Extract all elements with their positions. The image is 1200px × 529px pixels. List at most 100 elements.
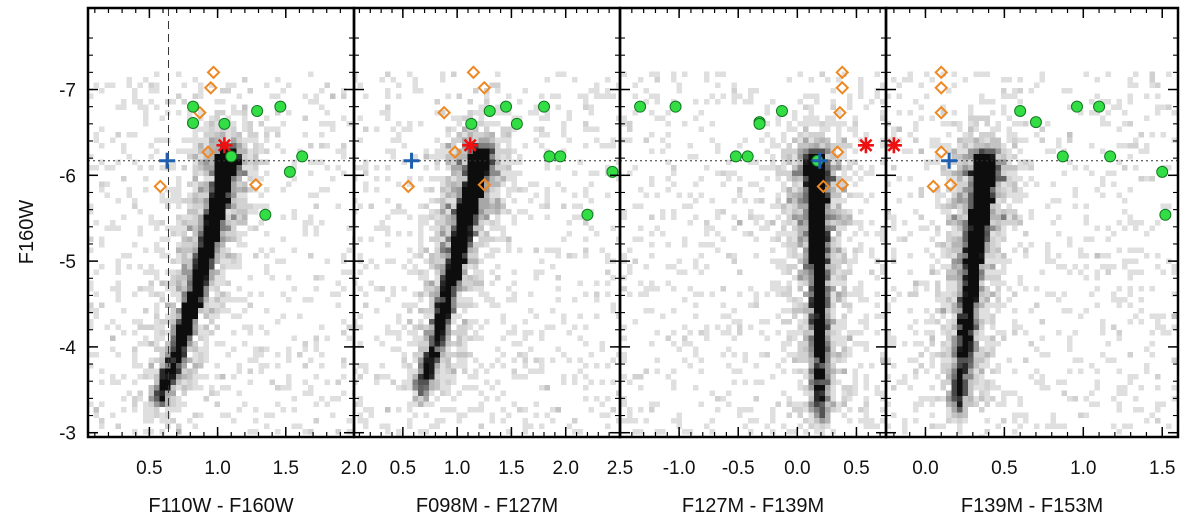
density-cell	[176, 203, 182, 209]
density-cell	[654, 357, 660, 363]
density-cell	[1078, 357, 1084, 363]
density-cell	[99, 264, 105, 270]
density-cell	[407, 302, 413, 308]
density-cell	[247, 187, 253, 193]
density-cell	[561, 132, 567, 138]
density-cell	[489, 418, 495, 424]
density-cell	[957, 346, 963, 352]
density-cell	[676, 269, 682, 275]
density-cell	[858, 247, 864, 253]
density-cell	[550, 407, 556, 413]
density-cell	[880, 225, 886, 231]
density-cell	[929, 335, 935, 341]
density-cell	[929, 385, 935, 391]
density-cell	[181, 82, 187, 88]
density-cell	[324, 165, 330, 171]
density-cell	[1012, 93, 1018, 99]
density-cell	[478, 170, 484, 176]
density-cell	[836, 357, 842, 363]
density-cell	[929, 352, 935, 358]
density-cell	[176, 330, 182, 336]
density-cell	[946, 407, 952, 413]
density-cell	[467, 407, 473, 413]
density-cell	[1149, 82, 1155, 88]
density-cell	[418, 396, 424, 402]
density-cell	[88, 401, 94, 407]
density-cell	[143, 187, 149, 193]
density-cell	[1160, 324, 1166, 330]
density-cell	[962, 203, 968, 209]
density-cell	[264, 346, 270, 352]
density-cell	[786, 308, 792, 314]
density-cell	[242, 242, 248, 248]
density-cell	[781, 203, 787, 209]
density-cell	[198, 253, 204, 259]
density-cell	[979, 308, 985, 314]
density-cell	[1001, 187, 1007, 193]
density-cell	[445, 346, 451, 352]
density-cell	[731, 352, 737, 358]
density-cell	[1067, 396, 1073, 402]
density-cell	[962, 302, 968, 308]
density-cell	[313, 275, 319, 281]
density-cell	[649, 176, 655, 182]
density-cell	[264, 132, 270, 138]
density-cell	[93, 308, 99, 314]
density-cell	[957, 148, 963, 154]
density-cell	[341, 357, 347, 363]
density-cell	[500, 236, 506, 242]
density-cell	[231, 225, 237, 231]
density-cell	[847, 352, 853, 358]
density-cell	[786, 236, 792, 242]
density-cell	[814, 253, 820, 259]
plot-area	[88, 8, 354, 437]
density-cell	[572, 77, 578, 83]
density-cell	[968, 154, 974, 160]
density-cell	[621, 214, 627, 220]
density-cell	[946, 374, 952, 380]
density-cell	[825, 423, 831, 429]
density-cell	[792, 297, 798, 303]
density-cell	[231, 176, 237, 182]
density-cell	[176, 242, 182, 248]
density-cell	[830, 242, 836, 248]
density-cell	[484, 165, 490, 171]
density-cell	[242, 104, 248, 110]
density-cell	[390, 148, 396, 154]
density-cell	[192, 341, 198, 347]
density-cell	[935, 137, 941, 143]
density-cell	[209, 236, 215, 242]
density-cell	[583, 324, 589, 330]
density-cell	[973, 209, 979, 215]
density-cell	[957, 220, 963, 226]
density-cell	[434, 291, 440, 297]
density-cell	[445, 352, 451, 358]
density-cell	[863, 423, 869, 429]
density-cell	[863, 231, 869, 237]
density-cell	[253, 154, 259, 160]
density-cell	[830, 99, 836, 105]
density-cell	[583, 99, 589, 105]
density-cell	[869, 247, 875, 253]
density-cell	[913, 126, 919, 132]
density-cell	[511, 170, 517, 176]
density-cell	[467, 385, 473, 391]
density-cell	[1144, 115, 1150, 121]
density-cell	[445, 220, 451, 226]
density-cell	[214, 374, 220, 380]
density-cell	[841, 335, 847, 341]
density-cell	[187, 330, 193, 336]
density-cell	[984, 297, 990, 303]
density-cell	[247, 302, 253, 308]
density-cell	[979, 363, 985, 369]
density-cell	[1144, 253, 1150, 259]
density-cell	[841, 137, 847, 143]
density-cell	[176, 324, 182, 330]
density-cell	[462, 286, 468, 292]
density-cell	[940, 192, 946, 198]
density-cell	[341, 88, 347, 94]
density-cell	[610, 308, 616, 314]
density-cell	[462, 132, 468, 138]
density-cell	[973, 401, 979, 407]
density-cell	[467, 324, 473, 330]
